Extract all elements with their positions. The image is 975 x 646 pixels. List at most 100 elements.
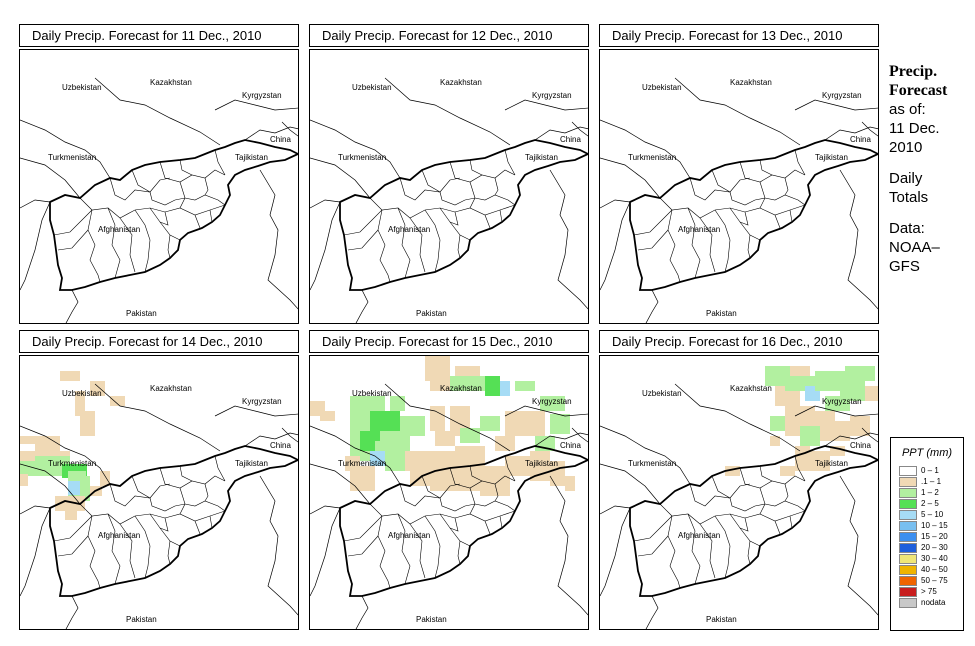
precip-cell <box>725 466 740 476</box>
province-border <box>667 209 681 283</box>
province-border <box>343 515 383 542</box>
precip-cell <box>505 411 525 436</box>
province-border <box>699 217 716 273</box>
country-border <box>20 119 111 179</box>
legend-swatch <box>899 597 917 608</box>
totals-line2: Totals <box>889 189 929 206</box>
country-border <box>20 425 111 485</box>
map-label-kyrgyzstan: Kyrgyzstan <box>242 91 282 100</box>
province-border <box>454 204 516 216</box>
precip-cell <box>20 436 35 444</box>
province-border <box>759 503 766 515</box>
precip-cell <box>845 366 875 381</box>
legend-swatch <box>899 509 917 520</box>
country-border <box>20 157 81 199</box>
legend-swatch <box>899 575 917 586</box>
precip-cell <box>360 431 375 451</box>
province-border <box>421 169 441 193</box>
legend-swatch <box>899 542 917 553</box>
country-border <box>600 507 631 597</box>
country-border <box>94 77 221 146</box>
province-border <box>167 540 171 565</box>
province-border <box>449 517 459 532</box>
province-border <box>789 209 793 223</box>
province-border <box>424 209 441 273</box>
province-border <box>439 513 471 547</box>
map-label-tajikistan: Tajikistan <box>525 153 558 162</box>
legend-item: 30 – 40 <box>899 553 963 564</box>
legend-item: .1 – 1 <box>899 476 963 487</box>
country-border <box>214 99 298 111</box>
province-border <box>499 515 503 529</box>
legend-item: 5 – 10 <box>899 509 963 520</box>
province-border <box>659 503 746 525</box>
province-border <box>159 161 226 183</box>
precip-cell <box>430 381 450 391</box>
legend-item: 15 – 20 <box>899 531 963 542</box>
province-border <box>421 475 441 499</box>
province-border <box>784 483 789 502</box>
map-label-iran: Iran <box>620 323 634 324</box>
province-border <box>109 177 171 201</box>
precip-cell <box>770 436 780 446</box>
country-border <box>645 289 659 323</box>
province-border <box>689 483 751 507</box>
map-label-china: China <box>850 441 871 450</box>
province-border <box>194 214 201 229</box>
precip-cell <box>320 411 335 421</box>
province-border <box>504 149 516 176</box>
province-border <box>397 513 411 585</box>
country-border <box>534 432 588 447</box>
precip-cell <box>565 476 575 491</box>
legend-label: 1 – 2 <box>921 488 939 497</box>
province-border <box>179 181 226 206</box>
sidebar-title-line1: Precip. <box>889 63 938 80</box>
country-border <box>824 126 878 141</box>
country-border <box>839 475 878 616</box>
country-border <box>244 126 298 141</box>
legend-label: 2 – 5 <box>921 499 939 508</box>
precip-cell <box>550 414 570 434</box>
province-border <box>469 181 516 206</box>
legend-swatch <box>899 498 917 509</box>
province-border <box>131 169 151 193</box>
province-border <box>747 540 751 565</box>
precip-cell <box>435 431 455 446</box>
precip-cell <box>60 371 80 381</box>
legend-item: 1 – 2 <box>899 487 963 498</box>
legend-swatch <box>899 586 917 597</box>
precip-cell <box>480 416 500 431</box>
province-border <box>347 229 379 251</box>
map-label-uzbekistan: Uzbekistan <box>642 83 682 92</box>
precip-cell <box>370 451 385 466</box>
country-border <box>571 427 588 443</box>
country-border <box>839 169 878 310</box>
province-border <box>747 234 751 259</box>
map-label-kazakhstan: Kazakhstan <box>150 78 192 87</box>
province-border <box>399 177 461 201</box>
precip-cell <box>460 428 480 443</box>
map-label-turkmenistan: Turkmenistan <box>338 153 386 162</box>
precip-cell <box>385 456 405 471</box>
precip-cell <box>345 456 360 471</box>
province-border <box>457 234 461 259</box>
province-border <box>637 535 669 557</box>
country-border <box>824 432 878 447</box>
province-border <box>774 214 781 229</box>
province-border <box>439 191 476 206</box>
province-border <box>53 209 93 236</box>
province-border <box>79 197 166 219</box>
country-border <box>310 507 341 597</box>
map-label-kyrgyzstan: Kyrgyzstan <box>822 91 862 100</box>
province-border <box>449 211 459 226</box>
map-label-iran: Iran <box>620 629 634 630</box>
legend-label: 40 – 50 <box>921 565 948 574</box>
panel-title: Daily Precip. Forecast for 12 Dec., 2010 <box>309 24 589 47</box>
precip-cell <box>65 508 77 520</box>
data-source-line2: NOAA– <box>889 239 940 256</box>
province-border <box>739 211 749 226</box>
map-label-afghanistan: Afghanistan <box>678 531 720 540</box>
legend-swatch <box>899 487 917 498</box>
map-label-kyrgyzstan: Kyrgyzstan <box>532 91 572 100</box>
precip-cell <box>450 376 495 391</box>
